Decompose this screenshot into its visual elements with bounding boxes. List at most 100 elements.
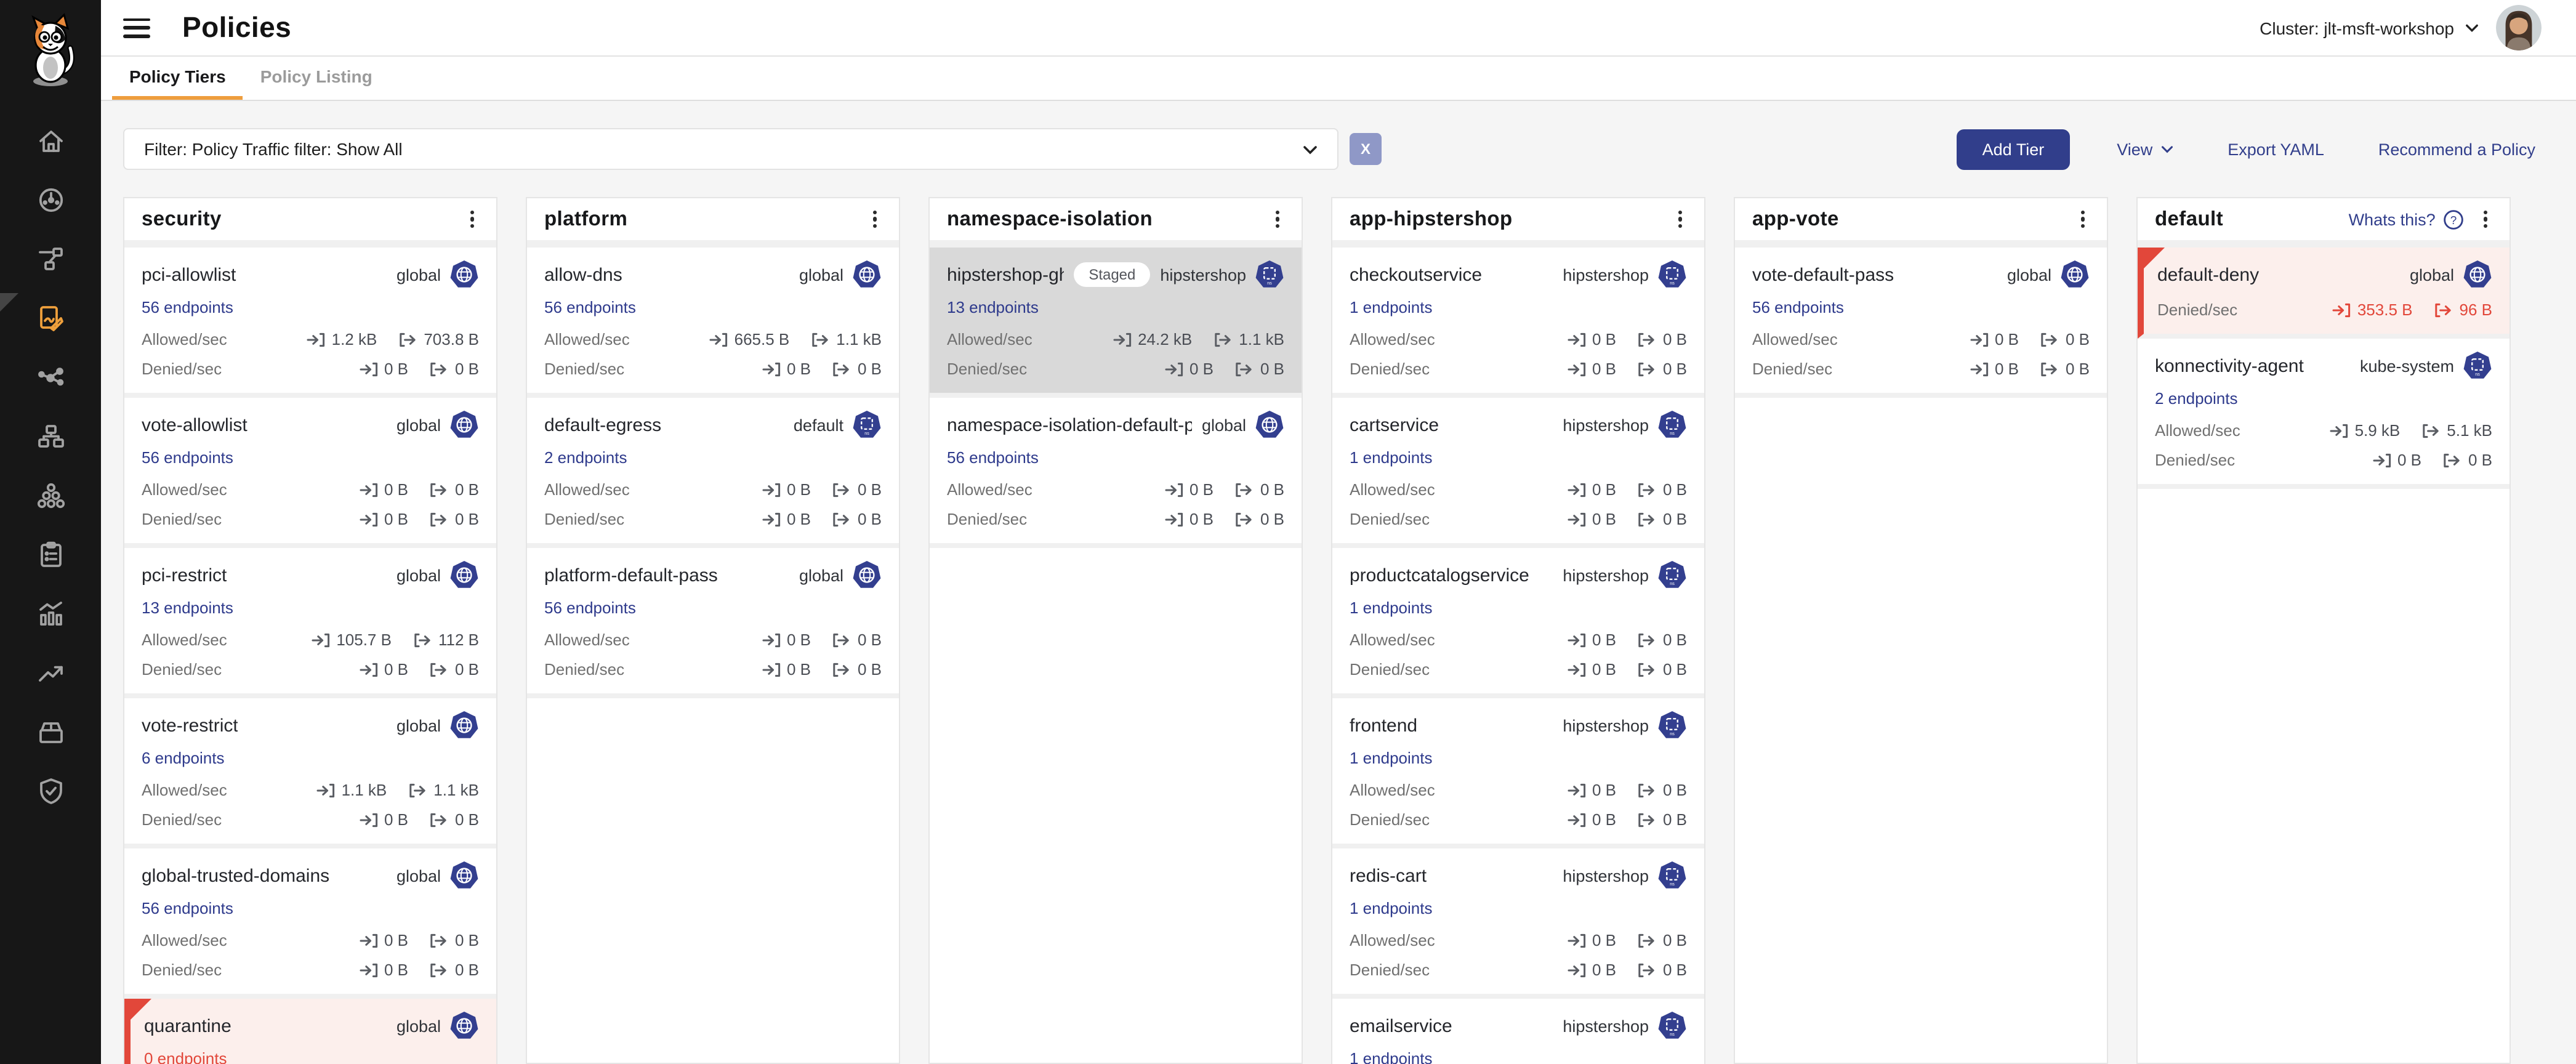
endpoints-link[interactable]: 56 endpoints bbox=[544, 298, 636, 316]
policy-card[interactable]: emailservice hipstershop ns bbox=[1332, 999, 1704, 1064]
traffic-rows: Allowed/sec 24.2 kB 1.1 kB Denied/sec bbox=[947, 330, 1284, 378]
security-events-icon bbox=[35, 775, 66, 806]
sidebar-item-connections[interactable] bbox=[0, 347, 101, 406]
ingress-icon bbox=[762, 632, 781, 647]
endpoints-link[interactable]: 56 endpoints bbox=[142, 448, 233, 467]
policy-scope: global ns bbox=[396, 260, 479, 289]
help-icon: ? bbox=[2443, 209, 2464, 230]
endpoints-link[interactable]: 1 endpoints bbox=[1350, 749, 1432, 767]
tier-menu-icon[interactable] bbox=[2076, 206, 2090, 232]
traffic-label: Allowed/sec bbox=[947, 480, 1032, 499]
endpoints-link[interactable]: 56 endpoints bbox=[544, 598, 636, 617]
policy-card[interactable]: allow-dns global ns bbox=[527, 248, 899, 398]
policy-card[interactable]: global-trusted-domains global bbox=[124, 848, 496, 999]
egress-icon bbox=[2041, 361, 2059, 376]
policy-card[interactable]: namespace-isolation-default-p… global bbox=[930, 398, 1302, 548]
endpoints-link[interactable]: 56 endpoints bbox=[947, 448, 1039, 467]
endpoints-link[interactable]: 56 endpoints bbox=[142, 298, 233, 316]
clear-filter-button[interactable]: X bbox=[1350, 133, 1382, 165]
policy-card[interactable]: pci-restrict global ns bbox=[124, 548, 496, 698]
policy-scope-label: hipstershop bbox=[1563, 265, 1649, 284]
sidebar-item-statistics[interactable] bbox=[0, 584, 101, 643]
ingress-value: 24.2 kB bbox=[1113, 330, 1192, 349]
sidebar-item-trends[interactable] bbox=[0, 643, 101, 702]
whats-this-link[interactable]: Whats this? ? bbox=[2349, 209, 2464, 230]
egress-icon bbox=[1638, 482, 1657, 497]
tab-policy-tiers[interactable]: Policy Tiers bbox=[112, 57, 243, 100]
sidebar-item-policies[interactable] bbox=[0, 288, 101, 347]
ingress-icon bbox=[307, 332, 326, 347]
sidebar-item-dashboard-gauge[interactable] bbox=[0, 170, 101, 229]
tier-menu-icon[interactable] bbox=[868, 206, 882, 232]
endpoints-link[interactable]: 13 endpoints bbox=[142, 598, 233, 617]
endpoints-link[interactable]: 1 endpoints bbox=[1350, 448, 1432, 467]
endpoints-link[interactable]: 13 endpoints bbox=[947, 298, 1039, 316]
policy-card[interactable]: vote-default-pass global ns bbox=[1735, 248, 2107, 398]
tier-menu-icon[interactable] bbox=[1673, 206, 1687, 232]
policy-card[interactable]: checkoutservice hipstershop bbox=[1332, 248, 1704, 398]
traffic-row: Denied/sec 0 B 0 B bbox=[142, 360, 479, 378]
tier-header: namespace-isolation ? bbox=[930, 198, 1302, 248]
policy-card[interactable]: default-egress default ns bbox=[527, 398, 899, 548]
sidebar-item-clusters[interactable] bbox=[0, 465, 101, 525]
policy-card[interactable]: pci-allowlist global ns bbox=[124, 248, 496, 398]
policy-card[interactable]: quarantine global ns bbox=[124, 999, 496, 1064]
egress-value: 0 B bbox=[1638, 961, 1687, 979]
endpoints-link[interactable]: 6 endpoints bbox=[142, 749, 224, 767]
sidebar-item-compliance[interactable] bbox=[0, 525, 101, 584]
ingress-value: 5.9 kB bbox=[2330, 421, 2401, 440]
sidebar-item-home[interactable] bbox=[0, 111, 101, 170]
policy-card[interactable]: vote-allowlist global ns bbox=[124, 398, 496, 548]
tier-title: app-hipstershop bbox=[1350, 208, 1513, 231]
avatar[interactable] bbox=[2496, 5, 2542, 50]
menu-icon[interactable] bbox=[123, 18, 150, 38]
svg-text:ns: ns bbox=[1670, 881, 1675, 887]
egress-icon bbox=[833, 512, 851, 526]
policy-filter-dropdown[interactable]: Filter: Policy Traffic filter: Show All bbox=[123, 128, 1338, 170]
policy-card[interactable]: vote-restrict global ns bbox=[124, 698, 496, 848]
sidebar-item-service-graph[interactable] bbox=[0, 229, 101, 288]
policy-card[interactable]: platform-default-pass global bbox=[527, 548, 899, 698]
traffic-rows: Allowed/sec 0 B 0 B Denied/sec 0 bbox=[544, 480, 882, 528]
endpoints-link[interactable]: 1 endpoints bbox=[1350, 298, 1432, 316]
policy-card[interactable]: cartservice hipstershop ns bbox=[1332, 398, 1704, 548]
egress-icon bbox=[1638, 512, 1657, 526]
policy-scope: kube-system ns bbox=[2360, 351, 2492, 381]
sidebar-item-packages[interactable] bbox=[0, 702, 101, 761]
recommend-policy-button[interactable]: Recommend a Policy bbox=[2371, 139, 2543, 159]
endpoints-link[interactable]: 0 endpoints bbox=[144, 1049, 227, 1064]
endpoints-link[interactable]: 2 endpoints bbox=[544, 448, 627, 467]
policy-card[interactable]: productcatalogservice hipstershop bbox=[1332, 548, 1704, 698]
tab-policy-listing[interactable]: Policy Listing bbox=[243, 57, 390, 100]
add-tier-button[interactable]: Add Tier bbox=[1957, 129, 2071, 169]
traffic-row: Allowed/sec 0 B 0 B bbox=[544, 480, 882, 499]
endpoints-link[interactable]: 1 endpoints bbox=[1350, 598, 1432, 617]
global-scope-icon bbox=[852, 260, 882, 289]
tier-header: app-hipstershop ? bbox=[1332, 198, 1704, 248]
tier-menu-icon[interactable] bbox=[2479, 206, 2492, 232]
endpoints-link[interactable]: 1 endpoints bbox=[1350, 1049, 1432, 1064]
view-menu-button[interactable]: View bbox=[2109, 139, 2181, 159]
endpoints-link[interactable]: 2 endpoints bbox=[2155, 389, 2237, 408]
tier-header: default Whats this? ? bbox=[2138, 198, 2510, 248]
policy-card[interactable]: redis-cart hipstershop ns bbox=[1332, 848, 1704, 999]
traffic-row: Allowed/sec 0 B 0 B bbox=[1350, 631, 1687, 649]
tier-menu-icon[interactable] bbox=[465, 206, 479, 232]
policy-card[interactable]: hipstershop-gh… Staged hipstershop bbox=[930, 248, 1302, 398]
policy-card[interactable]: frontend hipstershop ns bbox=[1332, 698, 1704, 848]
cluster-selector[interactable]: Cluster: jlt-msft-workshop bbox=[2260, 18, 2479, 38]
policy-card[interactable]: default-deny global ns bbox=[2138, 248, 2510, 339]
policy-card[interactable]: konnectivity-agent kube-system bbox=[2138, 339, 2510, 489]
traffic-rows: Allowed/sec 0 B 0 B Denied/sec 0 bbox=[142, 480, 479, 528]
export-yaml-button[interactable]: Export YAML bbox=[2220, 139, 2332, 159]
ingress-value: 0 B bbox=[1568, 961, 1616, 979]
endpoints-link[interactable]: 1 endpoints bbox=[1350, 899, 1432, 917]
calico-cat-logo[interactable] bbox=[0, 0, 101, 101]
endpoints-link[interactable]: 56 endpoints bbox=[142, 899, 233, 917]
namespace-scope-icon: ns bbox=[1657, 560, 1687, 590]
sidebar-item-topology[interactable] bbox=[0, 406, 101, 465]
endpoints-link[interactable]: 56 endpoints bbox=[1752, 298, 1844, 316]
tier-menu-icon[interactable] bbox=[1271, 206, 1284, 232]
connections-icon bbox=[35, 361, 66, 392]
sidebar-item-security-events[interactable] bbox=[0, 761, 101, 820]
